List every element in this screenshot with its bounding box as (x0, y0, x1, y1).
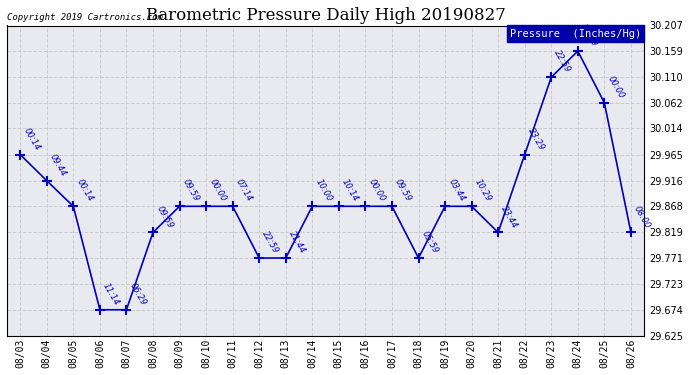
Text: 09:59: 09:59 (393, 178, 413, 204)
Text: 10:00: 10:00 (314, 178, 334, 204)
Text: 00:00: 00:00 (208, 178, 228, 204)
Text: 23:29: 23:29 (526, 126, 546, 152)
Text: Pressure  (Inches/Hg): Pressure (Inches/Hg) (510, 28, 641, 39)
Text: 03:44: 03:44 (446, 178, 466, 204)
Text: 00:00: 00:00 (367, 178, 387, 204)
Text: 10:29: 10:29 (473, 178, 493, 204)
Text: 00:14: 00:14 (75, 178, 95, 204)
Text: 08:00: 08:00 (632, 204, 652, 230)
Title: Barometric Pressure Daily High 20190827: Barometric Pressure Daily High 20190827 (146, 7, 506, 24)
Text: 06:29: 06:29 (128, 281, 148, 307)
Text: 00:14: 00:14 (21, 126, 41, 152)
Text: 09:44: 09:44 (48, 152, 68, 178)
Text: 05:59: 05:59 (420, 230, 440, 255)
Text: 00:00: 00:00 (606, 75, 626, 100)
Text: 09:59: 09:59 (181, 178, 201, 204)
Text: 09:59: 09:59 (155, 204, 175, 230)
Text: 21:44: 21:44 (287, 230, 307, 255)
Text: 22:59: 22:59 (553, 49, 573, 75)
Text: 22:59: 22:59 (261, 230, 281, 255)
Text: 09:59: 09:59 (579, 23, 599, 48)
Text: 11:14: 11:14 (101, 281, 121, 307)
Text: 07:14: 07:14 (234, 178, 254, 204)
Text: 10:14: 10:14 (340, 178, 360, 204)
Text: Copyright 2019 Cartronics.com: Copyright 2019 Cartronics.com (7, 13, 163, 22)
Text: 23:44: 23:44 (500, 204, 520, 230)
